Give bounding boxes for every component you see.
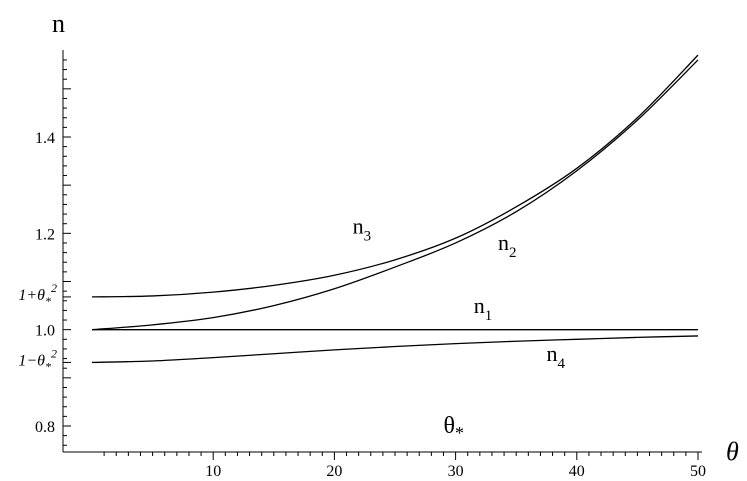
x-tick-label: 30 [448,463,464,480]
y-tick-label: 0.8 [35,419,55,436]
x-tick-label: 50 [690,463,706,480]
x-ticks: 10 20 30 40 50 [103,452,706,480]
special-y-label-minus: 1−θ*2 [18,346,57,373]
y-ticks: 0.8 1.0 1.2 1.4 1+θ*2 1−θ*2 [18,59,71,446]
y-tick-label: 1.2 [35,226,55,243]
series-line-n3 [91,54,699,298]
series-group [91,54,699,364]
x-tick-label: 40 [569,463,585,480]
series-label-n2: n2 [498,230,517,261]
y-tick-label: 1.4 [35,130,55,147]
special-y-label-plus: 1+θ*2 [18,281,57,308]
labels-group: n1 n2 n3 n4 θ* [353,213,566,443]
theta-star-annotation: θ* [443,413,464,443]
y-tick-label: 1.0 [35,323,55,340]
x-tick-label: 10 [205,463,221,480]
y-axis-title: n [52,9,65,38]
x-axis-title: θ [726,437,739,466]
axes [62,50,702,453]
series-line-n4 [91,335,699,364]
series-label-n3: n3 [353,213,372,244]
x-tick-label: 20 [326,463,342,480]
series-label-n4: n4 [547,341,566,372]
series-line-n2 [91,59,699,331]
series-label-n1: n1 [474,293,493,324]
